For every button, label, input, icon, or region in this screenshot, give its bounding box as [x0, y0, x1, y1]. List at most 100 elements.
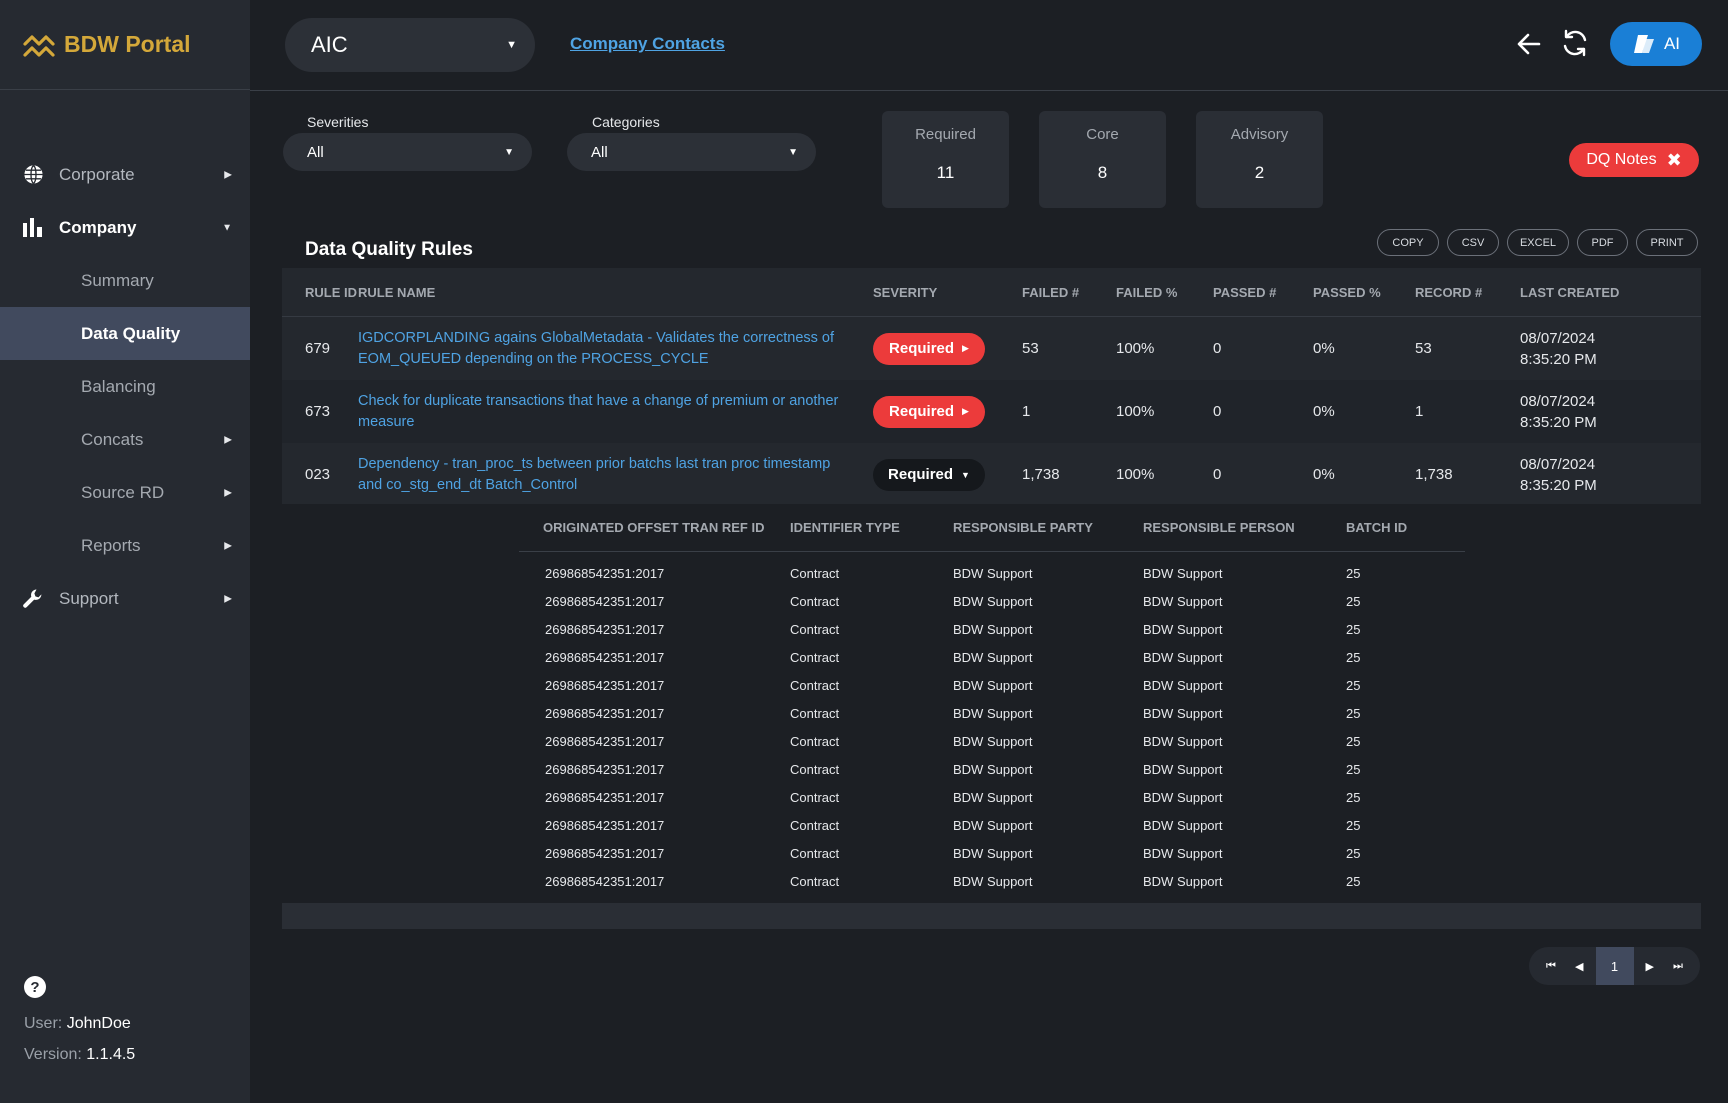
detail-table-body: 269868542351:2017 Contract BDW Support BDW … — [519, 559, 1465, 895]
current-page-button[interactable]: 1 — [1595, 947, 1634, 985]
batch-id: 25 — [1346, 621, 1361, 637]
sidebar-item-reports[interactable]: Reports ▶ — [0, 519, 250, 572]
column-header[interactable]: PASSED % — [1313, 284, 1381, 300]
next-page-button[interactable]: ▶ — [1645, 960, 1654, 973]
responsible-person: BDW Support — [1143, 817, 1223, 833]
sidebar-item-label: Balancing — [81, 376, 156, 396]
csv-button[interactable]: CSV — [1447, 229, 1499, 256]
company-contacts-link[interactable]: Company Contacts — [570, 34, 725, 53]
prev-page-button[interactable]: ◀ — [1575, 960, 1584, 973]
categories-label: Categories — [592, 114, 660, 130]
sidebar: BDW Portal Corporate ▶ Company ▼ Summary… — [0, 0, 250, 1103]
column-header[interactable]: LAST CREATED — [1520, 284, 1620, 300]
caret-right-icon: ▶ — [224, 169, 232, 180]
responsible-person: BDW Support — [1143, 845, 1223, 861]
identifier-type: Contract — [790, 873, 840, 889]
categories-select[interactable]: All ▼ — [567, 133, 816, 171]
severity-button[interactable]: Required ▶ — [873, 332, 985, 365]
severities-label: Severities — [307, 114, 369, 130]
sidebar-item-source-rd[interactable]: Source RD ▶ — [0, 466, 250, 519]
detail-row[interactable]: 269868542351:2017 Contract BDW Support BDW … — [519, 615, 1465, 643]
sidebar-item-corporate[interactable]: Corporate ▶ — [0, 148, 250, 201]
severity-button[interactable]: Required ▼ — [873, 458, 985, 491]
column-header[interactable]: RESPONSIBLE PERSON — [1143, 520, 1295, 535]
identifier-type: Contract — [790, 593, 840, 609]
responsible-party: BDW Support — [953, 817, 1033, 833]
batch-id: 25 — [1346, 705, 1361, 721]
stat-label: Advisory — [1230, 126, 1289, 143]
column-header[interactable]: RESPONSIBLE PARTY — [953, 520, 1093, 535]
column-header[interactable]: ORIGINATED OFFSET TRAN REF ID — [543, 520, 765, 535]
caret-down-icon: ▼ — [961, 469, 970, 480]
back-button[interactable] — [1515, 30, 1543, 58]
ref-id: 269868542351:2017 — [545, 789, 665, 805]
logo[interactable]: BDW Portal — [0, 0, 250, 90]
detail-row[interactable]: 269868542351:2017 Contract BDW Support BDW … — [519, 671, 1465, 699]
responsible-party: BDW Support — [953, 677, 1033, 693]
sidebar-item-label: Summary — [81, 270, 154, 290]
sidebar-item-support[interactable]: Support ▶ — [0, 572, 250, 625]
sidebar-item-company[interactable]: Company ▼ — [0, 201, 250, 254]
stat-card-required[interactable]: Required 11 — [882, 111, 1009, 208]
copy-button[interactable]: COPY — [1377, 229, 1439, 256]
sidebar-item-concats[interactable]: Concats ▶ — [0, 413, 250, 466]
last-page-button[interactable]: ⏭ — [1673, 959, 1683, 972]
rule-name-link[interactable]: Check for duplicate transactions that ha… — [358, 392, 839, 430]
first-page-button[interactable]: ⏮ — [1546, 959, 1556, 972]
table-row-expanded[interactable]: 023 Dependency - tran_proc_ts between pr… — [282, 443, 1701, 506]
column-header[interactable]: PASSED # — [1213, 284, 1277, 300]
severities-select[interactable]: All ▼ — [283, 133, 532, 171]
column-header[interactable]: RULE ID — [305, 284, 357, 300]
version-info: Version: 1.1.4.5 — [24, 1046, 135, 1064]
column-header[interactable]: IDENTIFIER TYPE — [790, 520, 900, 535]
print-button[interactable]: PRINT — [1636, 229, 1698, 256]
batch-id: 25 — [1346, 677, 1361, 693]
rule-id: 023 — [305, 466, 331, 483]
batch-id: 25 — [1346, 593, 1361, 609]
detail-row[interactable]: 269868542351:2017 Contract BDW Support BDW … — [519, 727, 1465, 755]
column-header[interactable]: BATCH ID — [1346, 520, 1408, 535]
detail-row[interactable]: 269868542351:2017 Contract BDW Support BDW … — [519, 699, 1465, 727]
excel-button[interactable]: EXCEL — [1507, 229, 1569, 256]
severity-button[interactable]: Required ▶ — [873, 395, 985, 428]
pdf-button[interactable]: PDF — [1577, 229, 1628, 256]
detail-row[interactable]: 269868542351:2017 Contract BDW Support BDW … — [519, 755, 1465, 783]
dq-notes-button[interactable]: DQ Notes ✖ — [1569, 143, 1699, 177]
detail-row[interactable]: 269868542351:2017 Contract BDW Support BDW … — [519, 867, 1465, 895]
identifier-type: Contract — [790, 649, 840, 665]
ai-button[interactable]: AI — [1610, 22, 1702, 66]
last-created: 08/07/2024 8:35:20 PM — [1520, 454, 1690, 496]
table-row[interactable]: 679 IGDCORPLANDING agains GlobalMetadata… — [282, 317, 1701, 380]
severity-cell: Required ▶ — [873, 395, 1022, 428]
detail-row[interactable]: 269868542351:2017 Contract BDW Support BDW … — [519, 783, 1465, 811]
refresh-button[interactable] — [1560, 28, 1590, 58]
column-header[interactable]: SEVERITY — [873, 284, 938, 300]
detail-row[interactable]: 269868542351:2017 Contract BDW Support BDW … — [519, 839, 1465, 867]
stat-card-advisory[interactable]: Advisory 2 — [1196, 111, 1323, 208]
column-header[interactable]: FAILED % — [1116, 284, 1178, 300]
batch-id: 25 — [1346, 649, 1361, 665]
sidebar-item-data-quality[interactable]: Data Quality — [0, 307, 250, 360]
detail-row[interactable]: 269868542351:2017 Contract BDW Support BDW … — [519, 587, 1465, 615]
table-row[interactable]: 673 Check for duplicate transactions tha… — [282, 380, 1701, 443]
rule-name-link[interactable]: IGDCORPLANDING agains GlobalMetadata - V… — [358, 329, 835, 367]
help-icon[interactable]: ? — [24, 976, 46, 998]
close-icon: ✖ — [1666, 149, 1682, 170]
detail-row[interactable]: 269868542351:2017 Contract BDW Support BDW … — [519, 559, 1465, 587]
sidebar-item-balancing[interactable]: Balancing — [0, 360, 250, 413]
failed-percent: 100% — [1116, 340, 1155, 357]
record-count: 1,738 — [1415, 466, 1453, 483]
rule-id: 673 — [305, 403, 331, 420]
detail-row[interactable]: 269868542351:2017 Contract BDW Support BDW … — [519, 643, 1465, 671]
column-header[interactable]: RULE NAME — [358, 284, 436, 300]
stat-value: 2 — [1254, 163, 1265, 182]
sidebar-item-summary[interactable]: Summary — [0, 254, 250, 307]
responsible-party: BDW Support — [953, 845, 1033, 861]
stat-card-core[interactable]: Core 8 — [1039, 111, 1166, 208]
detail-row[interactable]: 269868542351:2017 Contract BDW Support BDW … — [519, 811, 1465, 839]
column-header[interactable]: RECORD # — [1415, 284, 1483, 300]
company-select[interactable]: AIC ▼ — [285, 18, 535, 72]
rule-name-link[interactable]: Dependency - tran_proc_ts between prior … — [358, 455, 831, 493]
column-header[interactable]: FAILED # — [1022, 284, 1080, 300]
export-buttons: COPY CSV EXCEL PDF PRINT — [1377, 229, 1706, 256]
